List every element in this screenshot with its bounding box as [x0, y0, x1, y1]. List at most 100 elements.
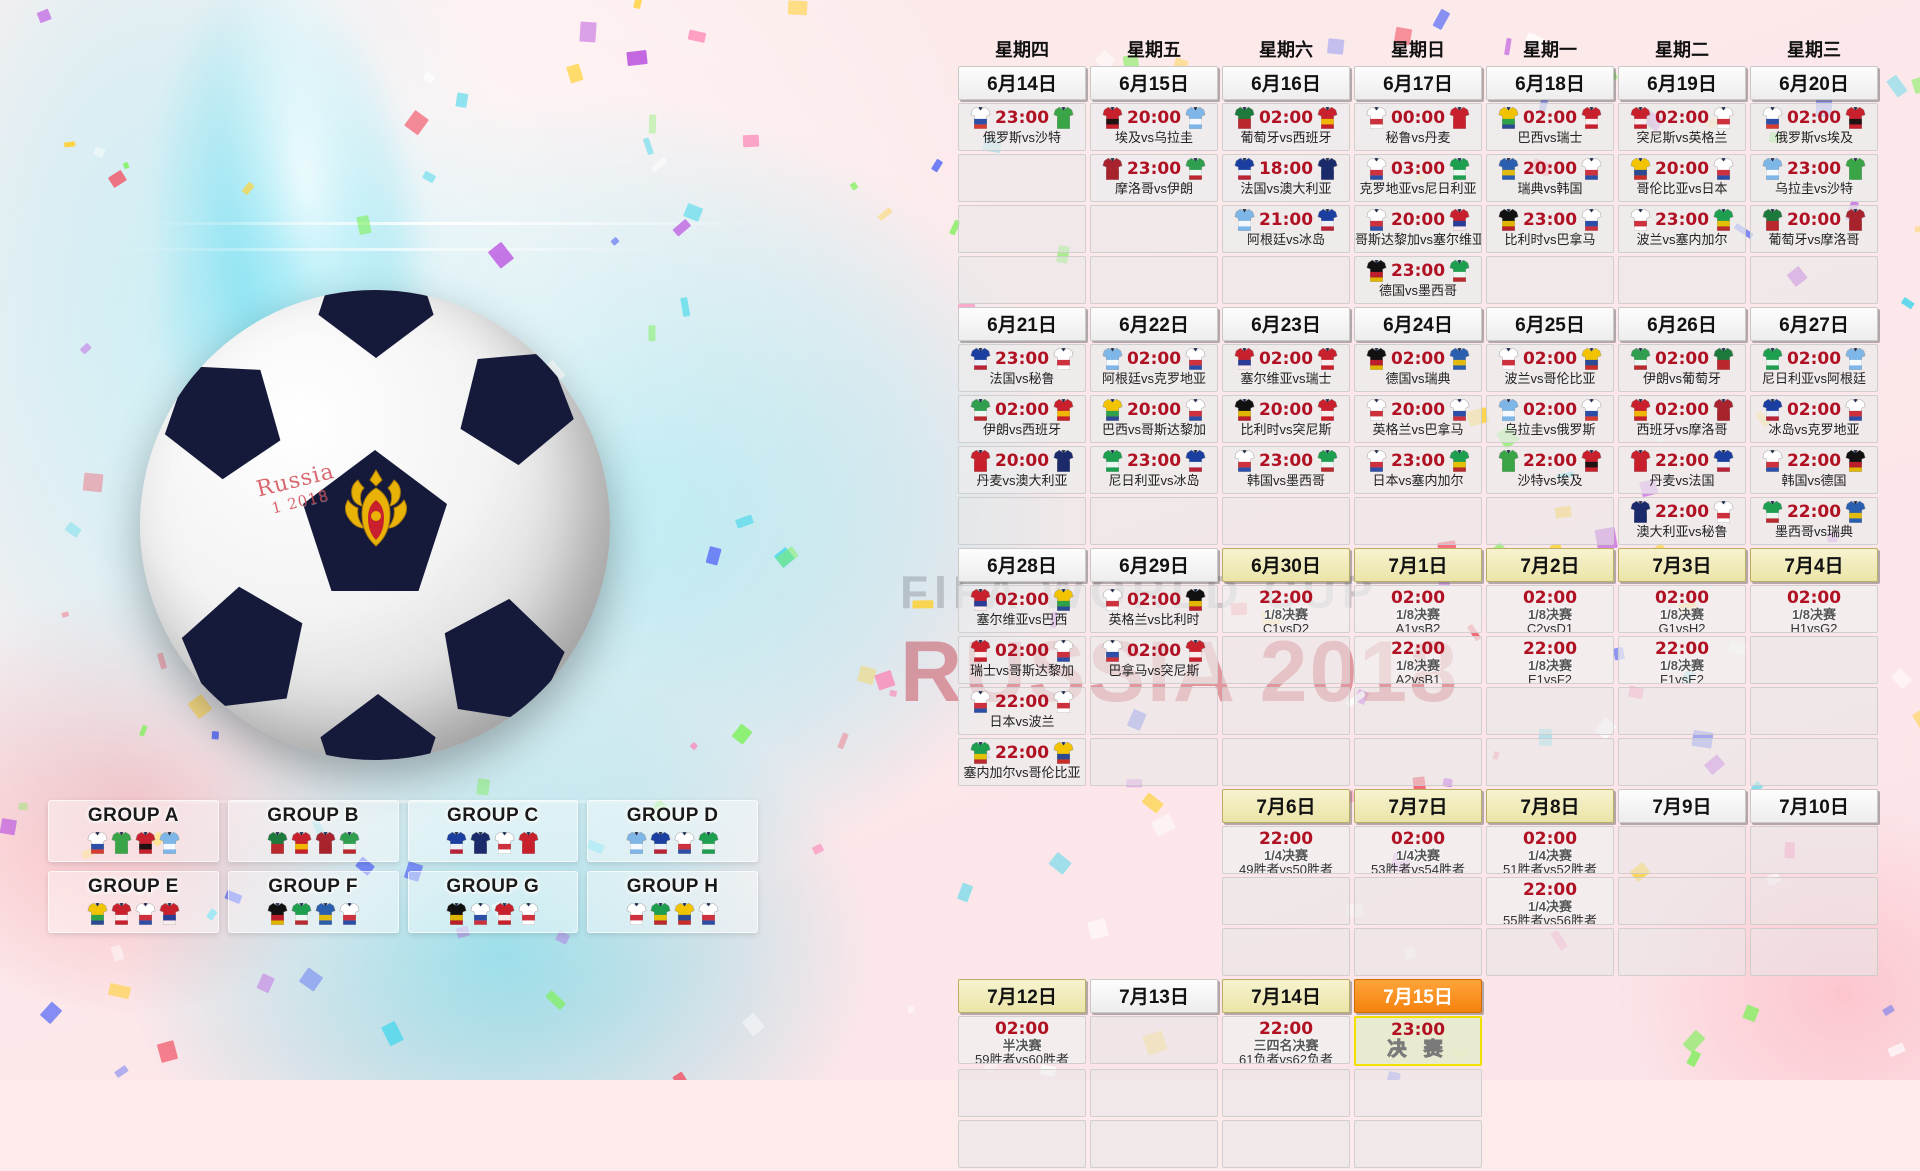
date-header[interactable]: 7月9日	[1618, 789, 1746, 823]
date-header[interactable]: 6月14日	[958, 66, 1086, 100]
date-header[interactable]: 6月21日	[958, 307, 1086, 341]
date-header[interactable]: 7月15日	[1354, 979, 1482, 1013]
date-header[interactable]: 6月18日	[1486, 66, 1614, 100]
group-card-group-b[interactable]: GROUP B	[228, 800, 399, 862]
date-header[interactable]: 6月29日	[1090, 548, 1218, 582]
date-header[interactable]: 6月23日	[1222, 307, 1350, 341]
date-header[interactable]: 7月14日	[1222, 979, 1350, 1013]
date-header[interactable]: 6月19日	[1618, 66, 1746, 100]
date-header[interactable]: 6月24日	[1354, 307, 1482, 341]
date-header[interactable]: 7月6日	[1222, 789, 1350, 823]
date-header[interactable]: 7月1日	[1354, 548, 1482, 582]
group-card-group-c[interactable]: GROUP C	[408, 800, 579, 862]
date-header[interactable]: 6月27日	[1750, 307, 1878, 341]
date-header[interactable]: 6月17日	[1354, 66, 1482, 100]
date-header[interactable]: 7月3日	[1618, 548, 1746, 582]
date-header[interactable]: 7月8日	[1486, 789, 1614, 823]
date-header[interactable]: 6月26日	[1618, 307, 1746, 341]
date-header[interactable]: 7月10日	[1750, 789, 1878, 823]
date-header[interactable]: 6月20日	[1750, 66, 1878, 100]
date-header[interactable]: 7月13日	[1090, 979, 1218, 1013]
date-header[interactable]: 7月12日	[958, 979, 1086, 1013]
date-header[interactable]: 7月4日	[1750, 548, 1878, 582]
group-card-group-a[interactable]: GROUP A	[48, 800, 219, 862]
date-header[interactable]: 7月2日	[1486, 548, 1614, 582]
group-card-group-e[interactable]: GROUP E	[48, 871, 219, 933]
date-header[interactable]: 6月28日	[958, 548, 1086, 582]
date-header[interactable]: 6月30日	[1222, 548, 1350, 582]
group-card-group-f[interactable]: GROUP F	[228, 871, 399, 933]
date-header[interactable]: 6月16日	[1222, 66, 1350, 100]
date-header[interactable]: 6月15日	[1090, 66, 1218, 100]
date-header[interactable]: 6月25日	[1486, 307, 1614, 341]
date-header[interactable]: 6月22日	[1090, 307, 1218, 341]
group-card-group-h[interactable]: GROUP H	[587, 871, 758, 933]
group-card-group-d[interactable]: GROUP D	[587, 800, 758, 862]
date-header[interactable]: 7月7日	[1354, 789, 1482, 823]
